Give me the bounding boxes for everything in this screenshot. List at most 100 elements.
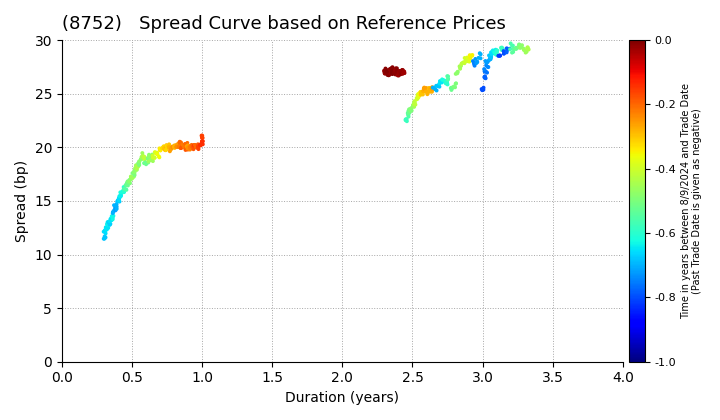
Point xyxy=(402,108,414,114)
Point xyxy=(147,152,158,159)
Point xyxy=(437,76,449,83)
Point xyxy=(118,185,130,192)
Point xyxy=(115,192,127,199)
Point xyxy=(389,70,400,76)
Point xyxy=(401,118,413,125)
Point xyxy=(190,144,202,150)
Point xyxy=(197,134,208,141)
Point xyxy=(432,83,444,89)
Point xyxy=(104,220,116,227)
Point xyxy=(161,142,172,149)
Point xyxy=(397,69,408,76)
Point xyxy=(473,55,485,61)
Point xyxy=(171,141,183,148)
Point xyxy=(482,63,493,70)
Point xyxy=(394,68,405,74)
Point xyxy=(431,87,442,94)
Point xyxy=(189,142,200,149)
Point xyxy=(164,144,176,151)
Point xyxy=(462,58,473,65)
Point xyxy=(191,144,202,151)
Point xyxy=(387,71,398,77)
Point xyxy=(508,45,520,52)
Point xyxy=(120,186,132,193)
Point xyxy=(420,88,431,95)
Point xyxy=(130,166,141,173)
Point xyxy=(516,43,527,50)
Point xyxy=(99,235,110,242)
Point xyxy=(390,70,401,77)
Point xyxy=(391,68,402,75)
Point xyxy=(480,58,491,64)
Point xyxy=(175,145,186,152)
Point xyxy=(446,87,457,93)
Point xyxy=(490,46,501,53)
Point xyxy=(100,224,112,231)
Point xyxy=(113,197,125,204)
Point xyxy=(412,95,423,102)
Point xyxy=(158,143,169,150)
Point xyxy=(194,142,206,148)
Point xyxy=(138,155,150,161)
Point xyxy=(100,226,112,233)
Point xyxy=(485,54,497,61)
Point xyxy=(379,70,390,76)
Point xyxy=(194,142,206,148)
Point xyxy=(492,52,504,59)
Point xyxy=(498,48,509,55)
Point xyxy=(436,76,448,83)
Point xyxy=(516,42,528,49)
Point xyxy=(182,142,194,149)
Point xyxy=(449,84,461,91)
Point xyxy=(188,143,199,150)
Point xyxy=(459,60,470,67)
Point xyxy=(398,68,410,75)
Point xyxy=(393,71,405,78)
Point xyxy=(477,87,489,93)
Point xyxy=(510,45,522,52)
Point xyxy=(179,142,190,149)
Point xyxy=(397,69,408,76)
Point xyxy=(156,144,168,151)
Point xyxy=(195,141,207,147)
Point xyxy=(152,151,163,158)
Point xyxy=(110,205,122,211)
Point xyxy=(131,165,143,172)
Point xyxy=(133,162,145,168)
Point xyxy=(416,90,428,97)
Point xyxy=(181,142,193,149)
Point xyxy=(379,70,391,77)
Point xyxy=(100,234,112,241)
Point xyxy=(184,143,196,150)
Point xyxy=(518,47,530,53)
Point xyxy=(106,213,117,220)
Point xyxy=(132,163,143,169)
Point xyxy=(415,90,427,97)
Point xyxy=(131,166,143,173)
Point xyxy=(510,45,521,52)
Point xyxy=(107,209,119,215)
Point xyxy=(472,58,483,65)
Point xyxy=(467,58,479,65)
Point xyxy=(390,65,402,72)
Point xyxy=(184,145,196,152)
Point xyxy=(191,143,202,150)
Point xyxy=(446,84,457,91)
Point xyxy=(165,147,176,153)
Point xyxy=(421,89,433,96)
Point xyxy=(416,91,428,97)
Point xyxy=(411,96,423,102)
Point xyxy=(408,99,420,106)
Point xyxy=(167,143,179,150)
Point xyxy=(166,144,177,151)
Point xyxy=(155,147,166,154)
Point xyxy=(451,69,463,76)
Point xyxy=(464,58,475,65)
Point xyxy=(378,67,390,74)
Point xyxy=(108,207,120,214)
Point xyxy=(161,144,173,151)
Point xyxy=(395,68,406,75)
Point xyxy=(121,181,132,188)
Point xyxy=(434,78,446,84)
Point xyxy=(187,144,199,150)
